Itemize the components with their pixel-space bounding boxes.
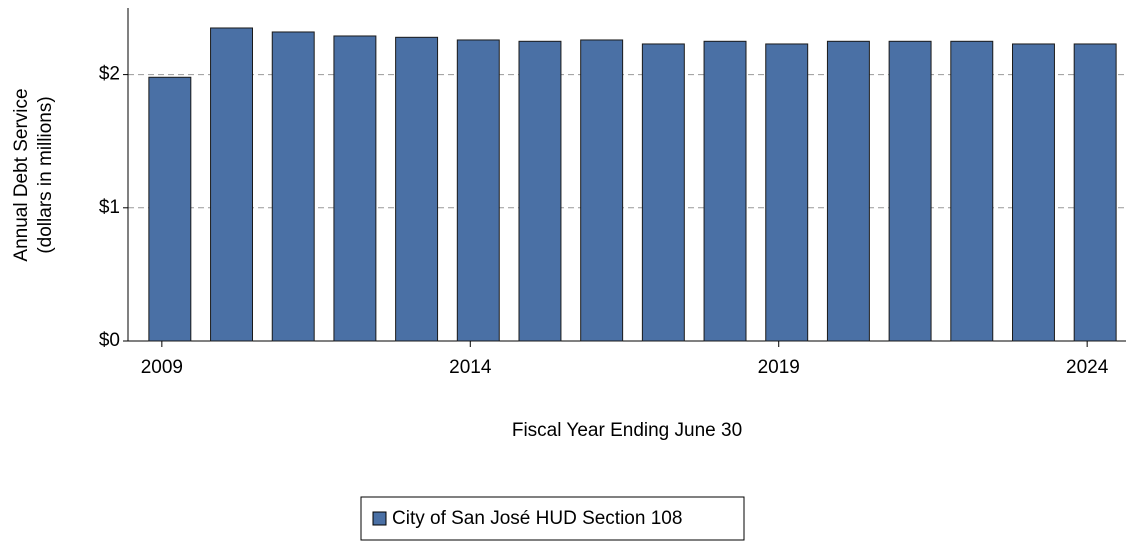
bar <box>518 40 562 342</box>
x-tick-label: 2014 <box>449 357 492 378</box>
legend-box <box>360 496 745 541</box>
bar <box>580 39 624 342</box>
bar <box>1073 43 1117 342</box>
bar <box>210 27 254 342</box>
bar <box>271 31 315 342</box>
legend-swatch <box>372 511 387 526</box>
legend-label: City of San José HUD Section 108 <box>392 508 682 529</box>
y-axis-title: Annual Debt Service <box>11 88 32 261</box>
bar <box>395 36 439 342</box>
bar <box>703 40 747 342</box>
x-axis-title: Fiscal Year Ending June 30 <box>512 420 742 441</box>
x-tick-label: 2009 <box>141 357 183 378</box>
y-tick-label: $0 <box>99 330 120 351</box>
y-axis-title: (dollars in millions) <box>35 96 56 253</box>
x-tick-label: 2024 <box>1066 357 1109 378</box>
bar <box>1011 43 1055 342</box>
bar <box>148 76 192 342</box>
y-tick-label: $2 <box>99 64 120 85</box>
x-tick-label: 2019 <box>758 357 800 378</box>
bar <box>950 40 994 342</box>
bar <box>826 40 870 342</box>
bar <box>888 40 932 342</box>
bar <box>456 39 500 342</box>
bar <box>765 43 809 342</box>
bar <box>641 43 685 342</box>
y-tick-label: $1 <box>99 197 120 218</box>
bar <box>333 35 377 342</box>
